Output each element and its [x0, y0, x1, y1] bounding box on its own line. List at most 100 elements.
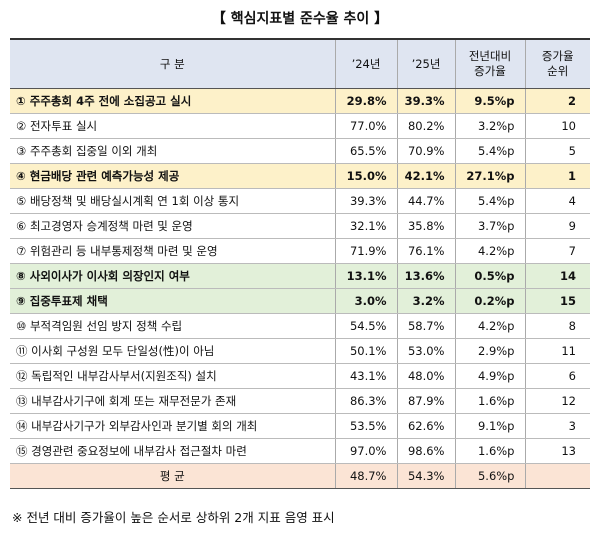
table-cell: 98.6% [396, 438, 455, 464]
table-row: ③ 주주총회 집중일 이외 개최 65.5% 70.9% 5.4%p 5 [10, 138, 590, 164]
header-text: ’24년 [351, 56, 381, 71]
average-row: 평 균 48.7% 54.3% 5.6%p [10, 463, 590, 489]
footnote: ※ 전년 대비 증가율이 높은 순서로 상하위 2개 지표 음영 표시 [12, 510, 335, 525]
table-cell: 62.6% [396, 413, 455, 439]
average-cell: 48.7% [334, 463, 397, 489]
table-cell: 27.1%p [454, 163, 525, 189]
table-cell: 86.3% [334, 388, 397, 414]
table-cell: 13.6% [396, 263, 455, 289]
table-cell: 3.2%p [454, 113, 525, 139]
table-cell: 87.9% [396, 388, 455, 414]
table-cell: 13.1% [334, 263, 397, 289]
title: 【 핵심지표별 준수율 추이 】 [211, 11, 389, 27]
table-row: ⑫ 독립적인 내부감사부서(지원조직) 설치 43.1% 48.0% 4.9%p 6 [10, 363, 590, 389]
header-text: ’25년 [411, 56, 441, 71]
table-cell: 6 [524, 363, 590, 389]
table-cell: ③ 주주총회 집중일 이외 개최 [10, 138, 335, 164]
table-cell: 14 [524, 263, 590, 289]
table-cell: 3.7%p [454, 213, 525, 239]
table-cell: ⑩ 부적격임원 선임 방지 정책 수립 [10, 313, 335, 339]
table-cell: ⑦ 위험관리 등 내부통제정책 마련 및 운영 [10, 238, 335, 264]
table-row: ⑩ 부적격임원 선임 방지 정책 수립 54.5% 58.7% 4.2%p 8 [10, 313, 590, 339]
header-cell: 구 분 [10, 38, 335, 89]
table-cell: 10 [524, 113, 590, 139]
table-row: ⑮ 경영관련 중요정보에 내부감사 접근절차 마련 97.0% 98.6% 1.6%p… [10, 438, 590, 464]
header-text: 증가율 [541, 49, 574, 63]
table-row: ⑤ 배당정책 및 배당실시계획 연 1회 이상 통지 39.3% 44.7% 5.4%… [10, 188, 590, 214]
table-cell: ⑮ 경영관련 중요정보에 내부감사 접근절차 마련 [10, 438, 335, 464]
table-cell: 53.0% [396, 338, 455, 364]
table-cell: 5 [524, 138, 590, 164]
table-cell: 1.6%p [454, 388, 525, 414]
table-cell: 9.5%p [454, 88, 525, 114]
table-cell: 71.9% [334, 238, 397, 264]
header-text: 구 분 [159, 56, 185, 71]
table-cell: 15.0% [334, 163, 397, 189]
table-cell: 29.8% [334, 88, 397, 114]
table-cell: ⑪ 이사회 구성원 모두 단일성(性)이 아님 [10, 338, 335, 364]
table-cell: 39.3% [396, 88, 455, 114]
table-cell: 11 [524, 338, 590, 364]
table-cell: ⑥ 최고경영자 승계정책 마련 및 운영 [10, 213, 335, 239]
table-cell: ⑬ 내부감사기구에 회계 또는 재무전문가 존재 [10, 388, 335, 414]
table-cell: ⑨ 집중투표제 채택 [10, 288, 335, 314]
average-cell: 54.3% [396, 463, 455, 489]
table-row: ① 주주총회 4주 전에 소집공고 실시 29.8% 39.3% 9.5%p 2 [10, 88, 590, 114]
table-cell: 15 [524, 288, 590, 314]
table-cell: 58.7% [396, 313, 455, 339]
table: 구 분 ’24년 ’25년 전년대비 증가율 증가율 순위 ① 주주총회 4주 전에 소집공… [10, 38, 590, 489]
table-cell: 54.5% [334, 313, 397, 339]
header-cell: ’25년 [396, 38, 455, 89]
table-cell: 80.2% [396, 113, 455, 139]
table-cell: 4.2%p [454, 238, 525, 264]
table-cell: 2.9%p [454, 338, 525, 364]
header-row: 구 분 ’24년 ’25년 전년대비 증가율 증가율 순위 [10, 38, 590, 89]
header-cell: 전년대비 증가율 [454, 38, 525, 89]
table-cell: 44.7% [396, 188, 455, 214]
table-cell: 50.1% [334, 338, 397, 364]
table-cell: 0.5%p [454, 263, 525, 289]
table-cell: 13 [524, 438, 590, 464]
table-cell: 5.4%p [454, 138, 525, 164]
table-cell: 77.0% [334, 113, 397, 139]
table-cell: 97.0% [334, 438, 397, 464]
table-cell: 4 [524, 188, 590, 214]
table-cell: 2 [524, 88, 590, 114]
table-cell: 4.9%p [454, 363, 525, 389]
table-cell: ① 주주총회 4주 전에 소집공고 실시 [10, 88, 335, 114]
table-cell: ⑧ 사외이사가 이사회 의장인지 여부 [10, 263, 335, 289]
table-cell: 32.1% [334, 213, 397, 239]
table-header: 구 분 ’24년 ’25년 전년대비 증가율 증가율 순위 [10, 38, 590, 89]
table-cell: ⑫ 독립적인 내부감사부서(지원조직) 설치 [10, 363, 335, 389]
table-row: ⑧ 사외이사가 이사회 의장인지 여부 13.1% 13.6% 0.5%p 14 [10, 263, 590, 289]
table-cell: 53.5% [334, 413, 397, 439]
table-cell: 9.1%p [454, 413, 525, 439]
table-cell: 3 [524, 413, 590, 439]
table-cell: 76.1% [396, 238, 455, 264]
table-cell: 1.6%p [454, 438, 525, 464]
table-row: ⑪ 이사회 구성원 모두 단일성(性)이 아님 50.1% 53.0% 2.9%p 11 [10, 338, 590, 364]
table-cell: 48.0% [396, 363, 455, 389]
table-cell: 9 [524, 213, 590, 239]
table-cell: 43.1% [334, 363, 397, 389]
table-cell: 12 [524, 388, 590, 414]
header-cell: ’24년 [334, 38, 397, 89]
table-body: ① 주주총회 4주 전에 소집공고 실시 29.8% 39.3% 9.5%p 2 ② 전자… [10, 88, 590, 489]
table-cell: ④ 현금배당 관련 예측가능성 제공 [10, 163, 335, 189]
average-cell [524, 463, 590, 489]
table-cell: ⑤ 배당정책 및 배당실시계획 연 1회 이상 통지 [10, 188, 335, 214]
table-cell: 5.4%p [454, 188, 525, 214]
table-cell: 0.2%p [454, 288, 525, 314]
table-row: ④ 현금배당 관련 예측가능성 제공 15.0% 42.1% 27.1%p 1 [10, 163, 590, 189]
table-row: ⑥ 최고경영자 승계정책 마련 및 운영 32.1% 35.8% 3.7%p 9 [10, 213, 590, 239]
table-row: ⑨ 집중투표제 채택 3.0% 3.2% 0.2%p 15 [10, 288, 590, 314]
table-cell: 3.0% [334, 288, 397, 314]
table-cell: ② 전자투표 실시 [10, 113, 335, 139]
average-cell: 5.6%p [454, 463, 525, 489]
table-cell: 8 [524, 313, 590, 339]
header-text: 증가율 [474, 64, 506, 78]
table-cell: 4.2%p [454, 313, 525, 339]
table-cell: 42.1% [396, 163, 455, 189]
table-cell: 1 [524, 163, 590, 189]
